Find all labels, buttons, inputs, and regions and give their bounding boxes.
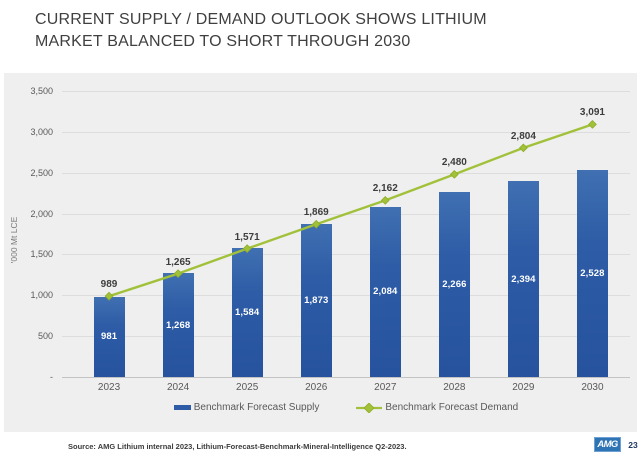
supply-bar: 2,084 bbox=[369, 206, 401, 377]
supply-bar: 2,394 bbox=[507, 181, 539, 377]
demand-marker-icon bbox=[173, 269, 183, 279]
gridlines bbox=[4, 73, 637, 432]
demand-value-label: 2,480 bbox=[441, 157, 467, 169]
legend: Benchmark Forecast Supply Benchmark Fore… bbox=[62, 402, 630, 413]
gridline bbox=[62, 131, 630, 133]
y-tick-label: 2,500 bbox=[30, 167, 53, 178]
lithium-supply-demand-chart: '000 Mt LCE -500 1,000 1,500 2,000 2,500 3,00… bbox=[4, 73, 637, 432]
legend-label-demand: Benchmark Forecast Demand bbox=[385, 402, 519, 413]
y-axis-tick-labels: -500 1,000 1,500 2,000 2,500 3,000 3,500 bbox=[4, 73, 637, 432]
x-axis-label: 2029 bbox=[512, 382, 535, 393]
demand-value-label: 2,804 bbox=[510, 130, 536, 142]
supply-bar-value: 1,268 bbox=[165, 319, 191, 331]
supply-bar-value: 981 bbox=[100, 331, 118, 343]
demand-value-label: 989 bbox=[100, 279, 118, 291]
supply-bar-series: 981 1,268 1,584 1,873 2,084 2,266 2,394 2,528 bbox=[4, 73, 637, 432]
demand-marker-icon bbox=[519, 143, 528, 153]
demand-line-series bbox=[104, 120, 597, 301]
demand-value-label: 1,571 bbox=[234, 231, 260, 243]
supply-bar: 2,528 bbox=[576, 170, 608, 377]
gridline bbox=[62, 91, 630, 92]
y-tick-label: 3,500 bbox=[30, 86, 53, 96]
demand-value-label: 1,265 bbox=[165, 256, 191, 268]
demand-value-labels: 989 1,265 1,571 1,869 2,162 2,480 2,804 3,091 bbox=[4, 73, 637, 432]
legend-item-demand: Benchmark Forecast Demand bbox=[356, 402, 518, 413]
demand-marker-icon bbox=[311, 219, 321, 229]
y-tick-label: 3,000 bbox=[30, 126, 53, 137]
slide-title-line-1: CURRENT SUPPLY / DEMAND OUTLOOK SHOWS LI… bbox=[35, 11, 487, 28]
supply-bar: 981 bbox=[93, 296, 125, 377]
demand-marker-icon bbox=[380, 195, 390, 205]
y-tick-label: 1,000 bbox=[30, 290, 53, 301]
gridline bbox=[62, 213, 630, 215]
demand-marker-icon bbox=[104, 291, 114, 301]
demand-value-label: 2,162 bbox=[372, 183, 398, 195]
supply-bar-value: 2,084 bbox=[373, 286, 398, 298]
demand-marker-icon bbox=[242, 244, 252, 254]
gridline bbox=[62, 254, 630, 256]
legend-label-supply: Benchmark Forecast Supply bbox=[193, 402, 320, 413]
gridline bbox=[62, 172, 630, 174]
supply-bar-value: 1,584 bbox=[235, 306, 260, 318]
gridline bbox=[62, 377, 630, 378]
demand-value-label: 3,091 bbox=[579, 107, 605, 119]
demand-marker-icon bbox=[588, 120, 597, 129]
supply-bar: 1,873 bbox=[300, 223, 332, 377]
y-tick-label: - bbox=[50, 372, 53, 382]
supply-bar-value: 2,266 bbox=[442, 278, 467, 290]
source-note: Source: AMG Lithium internal 2023, Lithi… bbox=[68, 442, 407, 451]
gridline bbox=[62, 295, 630, 297]
x-axis-label: 2025 bbox=[236, 382, 259, 393]
x-axis-label: 2026 bbox=[305, 382, 328, 393]
x-axis-label: 2030 bbox=[581, 382, 604, 393]
x-axis-label: 2027 bbox=[374, 382, 397, 393]
supply-bar-value: 1,873 bbox=[304, 294, 329, 306]
y-tick-label: 500 bbox=[37, 331, 53, 342]
gridline bbox=[62, 336, 630, 338]
demand-marker-icon bbox=[449, 169, 459, 179]
page-number: 23 bbox=[628, 440, 638, 450]
x-axis-label: 2024 bbox=[166, 382, 190, 393]
supply-bar-value: 2,528 bbox=[580, 268, 605, 280]
y-axis-title: '000 Mt LCE bbox=[9, 216, 19, 264]
x-axis-label: 2028 bbox=[443, 382, 466, 393]
demand-value-label: 1,869 bbox=[303, 207, 329, 219]
x-axis-labels: 2023 2024 2025 2026 2027 2028 2029 2030 bbox=[4, 73, 637, 432]
slide-title-line-2: MARKET BALANCED TO SHORT THROUGH 2030 bbox=[35, 33, 411, 50]
legend-item-supply: Benchmark Forecast Supply bbox=[173, 402, 320, 413]
supply-bar: 1,584 bbox=[231, 247, 263, 377]
supply-swatch-icon bbox=[173, 405, 191, 410]
supply-bar-value: 2,394 bbox=[511, 273, 536, 285]
supply-bar: 1,268 bbox=[162, 273, 194, 377]
supply-bar: 2,266 bbox=[438, 191, 470, 377]
slide-title: CURRENT SUPPLY / DEMAND OUTLOOK SHOWS LI… bbox=[35, 9, 615, 53]
amg-logo: AMG bbox=[594, 437, 621, 452]
x-axis-label: 2023 bbox=[97, 382, 121, 393]
demand-swatch-icon bbox=[356, 402, 383, 413]
